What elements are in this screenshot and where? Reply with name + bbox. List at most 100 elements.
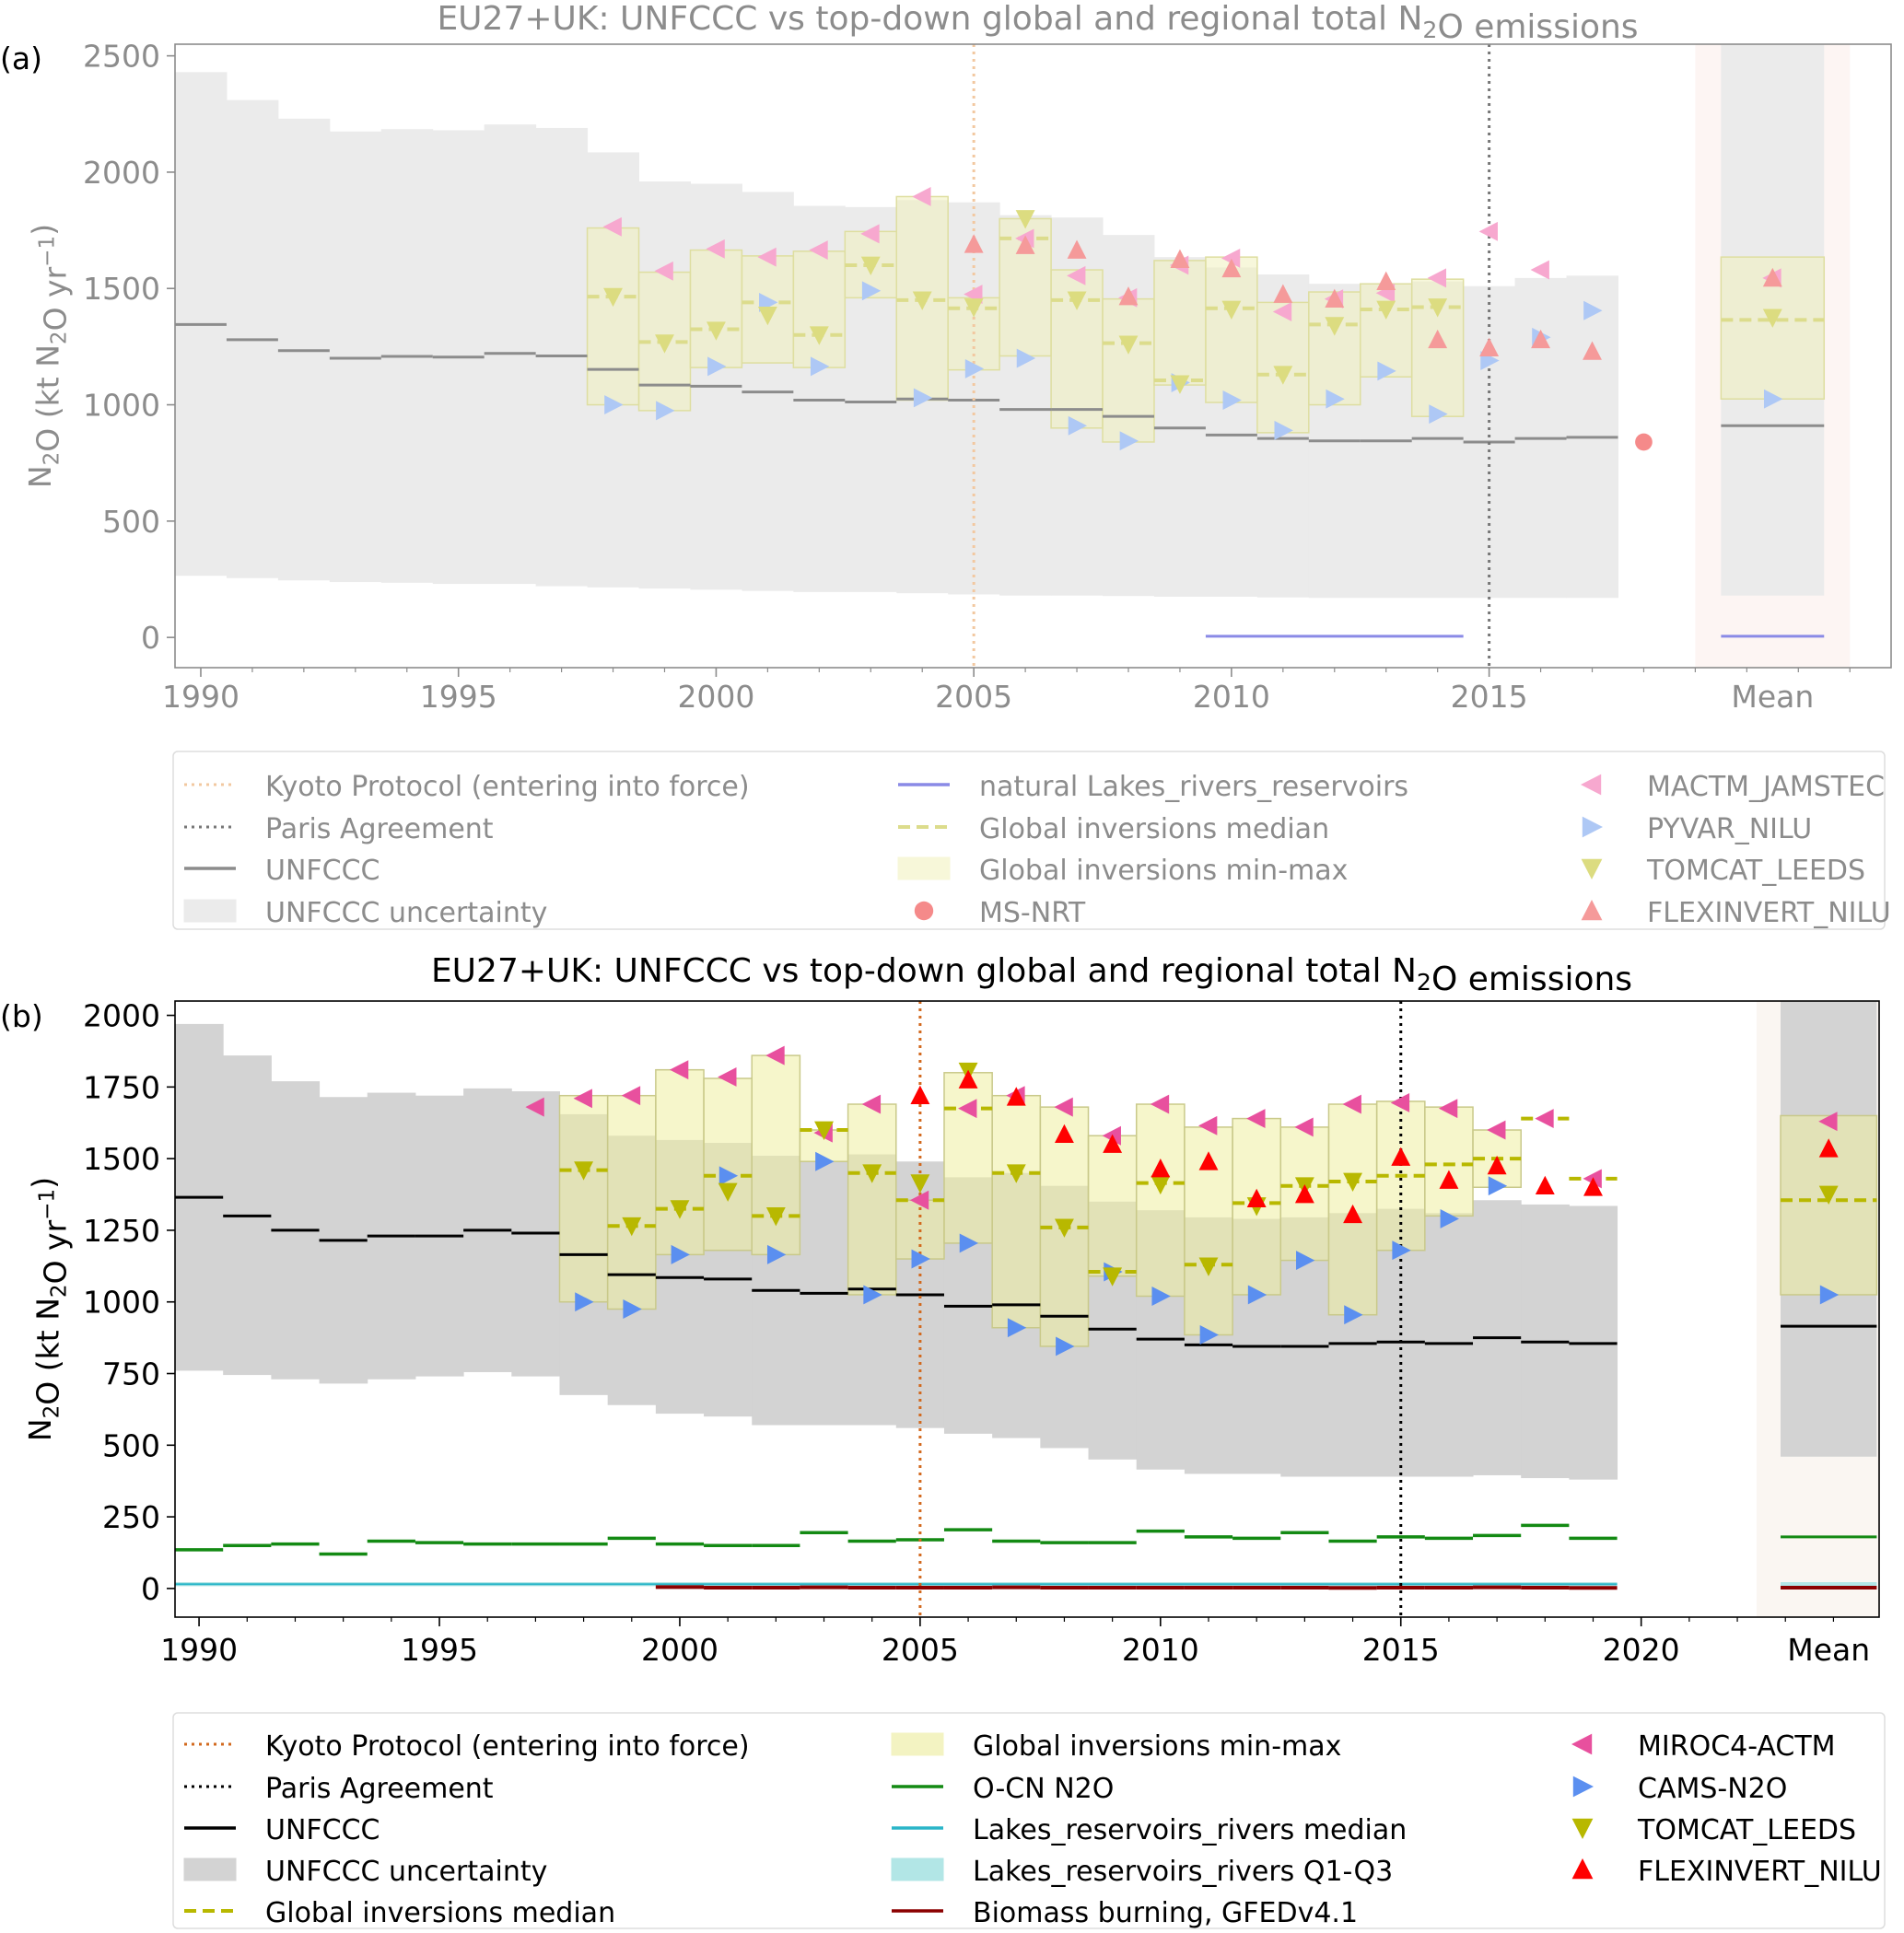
pyvar_nilu-marker bbox=[604, 395, 624, 414]
x-tick-label: 2020 bbox=[1603, 1632, 1680, 1668]
legend: Kyoto Protocol (entering into force) Pari… bbox=[172, 1712, 1886, 1929]
legend-item: TOMCAT_LEEDS bbox=[1571, 1814, 1856, 1846]
cams-n2o-marker bbox=[1488, 1176, 1508, 1196]
legend-handle bbox=[183, 899, 237, 923]
tomcat_leeds-marker bbox=[912, 291, 932, 310]
y-tick-label: 1000 bbox=[83, 1285, 160, 1321]
cams-n2o-marker bbox=[815, 1151, 835, 1171]
legend-item: MACTM_JAMSTEC bbox=[1581, 771, 1885, 803]
legend-label: Biomass burning, GFEDv4.1 bbox=[973, 1897, 1358, 1929]
pyvar_nilu-marker bbox=[913, 388, 933, 408]
panel-b: 0 250 500 750 1000 1250 1500 1750 2000 1990 1995 20… bbox=[0, 952, 1886, 1929]
pyvar_nilu-marker bbox=[656, 401, 675, 421]
legend-label: Kyoto Protocol (entering into force) bbox=[265, 1730, 750, 1763]
miroc4-actm-marker bbox=[573, 1089, 592, 1109]
legend-handle bbox=[1572, 1776, 1594, 1798]
inversions-minmax-box bbox=[689, 249, 743, 368]
mean-axis-label: Mean bbox=[1787, 1632, 1870, 1668]
miroc4-actm-marker bbox=[958, 1099, 977, 1119]
y-tick-label: 750 bbox=[102, 1357, 160, 1392]
pyvar_nilu-marker bbox=[1274, 420, 1293, 440]
flexinvert_nilu-marker bbox=[1294, 1184, 1314, 1204]
pyvar_nilu-marker bbox=[810, 356, 830, 377]
tomcat_leeds-marker bbox=[1221, 300, 1242, 320]
legend-label: Lakes_reservoirs_rivers median bbox=[973, 1814, 1407, 1846]
y-tick-label: 1250 bbox=[83, 1213, 160, 1249]
pyvar_nilu-marker bbox=[1119, 431, 1139, 451]
cams-n2o-marker bbox=[718, 1166, 739, 1186]
flexinvert_nilu-marker bbox=[1583, 341, 1602, 360]
flexinvert_nilu-marker bbox=[1103, 1134, 1123, 1153]
chart-title: EU27+UK: UNFCCC vs top-down global and r… bbox=[437, 0, 1638, 46]
x-tick-label: 1995 bbox=[401, 1632, 478, 1668]
flexinvert_nilu-marker bbox=[1118, 286, 1139, 306]
legend-handle bbox=[1582, 816, 1603, 838]
tomcat_leeds-marker bbox=[706, 321, 726, 341]
flexinvert_nilu-marker bbox=[1067, 239, 1087, 259]
flexinvert_nilu-marker bbox=[1428, 329, 1448, 349]
x-tick-label: 2015 bbox=[1362, 1632, 1440, 1668]
y-axis-label: N2O (kt N2O yr−1) bbox=[22, 1177, 74, 1441]
tomcat_leeds-marker bbox=[718, 1182, 738, 1202]
cams-n2o-marker bbox=[911, 1249, 930, 1269]
tomcat_leeds-marker bbox=[655, 334, 674, 354]
tomcat_leeds-mean-marker bbox=[1762, 309, 1782, 328]
legend-item: UNFCCC uncertainty bbox=[183, 1856, 547, 1888]
legend-item: MS-NRT bbox=[914, 897, 1086, 929]
cams-n2o-marker bbox=[1344, 1305, 1363, 1325]
tomcat_leeds-marker bbox=[1151, 1175, 1171, 1195]
mactm_jamstec-marker bbox=[1067, 265, 1086, 285]
mactm_jamstec-marker bbox=[912, 187, 931, 206]
legend-label: PYVAR_NILU bbox=[1647, 813, 1812, 845]
inversions-minmax-box bbox=[586, 227, 640, 406]
y-tick-label: 250 bbox=[102, 1499, 160, 1535]
cams-n2o-marker bbox=[1247, 1285, 1267, 1305]
legend-label: UNFCCC bbox=[265, 1814, 380, 1846]
legend-label: O-CN N2O bbox=[973, 1773, 1114, 1805]
pyvar_nilu-marker bbox=[1583, 300, 1603, 320]
cams-n2o-marker bbox=[623, 1299, 642, 1319]
tomcat_leeds-marker bbox=[862, 1164, 882, 1183]
cams-n2o-marker bbox=[863, 1285, 882, 1305]
legend-item: CAMS-N2O bbox=[1572, 1773, 1787, 1805]
legend-frame bbox=[172, 1712, 1886, 1929]
x-tick-label: 2000 bbox=[677, 679, 754, 715]
pyvar_nilu-mean-marker bbox=[1763, 389, 1783, 409]
legend-item: Lakes_reservoirs_rivers Q1-Q3 bbox=[891, 1856, 1393, 1888]
cams-n2o-marker bbox=[671, 1244, 690, 1264]
tomcat_leeds-marker bbox=[1325, 317, 1345, 336]
miroc4-actm-marker bbox=[1535, 1109, 1554, 1129]
miroc4-actm-marker bbox=[909, 1190, 929, 1210]
mactm_jamstec-marker bbox=[757, 247, 777, 267]
inversions-minmax-box bbox=[1424, 1106, 1474, 1217]
mactm_jamstec-marker bbox=[1427, 268, 1447, 288]
legend-item: natural Lakes_rivers_reservoirs bbox=[898, 771, 1408, 803]
x-tick-label: 2010 bbox=[1193, 679, 1270, 715]
x-tick-label: 1995 bbox=[420, 679, 497, 715]
legend-item: FLEXINVERT_NILU bbox=[1571, 1856, 1882, 1888]
tomcat_leeds-marker bbox=[814, 1121, 834, 1141]
legend-handle bbox=[914, 901, 934, 921]
tomcat_leeds-marker bbox=[1006, 1164, 1026, 1183]
legend-handle bbox=[1571, 1858, 1594, 1880]
miroc4-actm-marker bbox=[765, 1045, 785, 1065]
cams-n2o-marker bbox=[1199, 1325, 1220, 1345]
flexinvert_nilu-marker bbox=[1221, 258, 1242, 278]
legend-item: Paris Agreement bbox=[184, 1773, 494, 1805]
flexinvert_nilu-marker bbox=[1246, 1188, 1267, 1208]
legend-item: O-CN N2O bbox=[892, 1773, 1114, 1805]
mactm_jamstec-marker bbox=[706, 239, 725, 259]
legend-label: TOMCAT_LEEDS bbox=[1637, 1814, 1856, 1846]
flexinvert_nilu-marker bbox=[1439, 1170, 1459, 1189]
flexinvert_nilu-marker bbox=[1015, 235, 1035, 254]
mactm_jamstec-marker bbox=[602, 216, 622, 237]
flexinvert_nilu-marker bbox=[1583, 1177, 1603, 1196]
pyvar_nilu-marker bbox=[1377, 361, 1396, 381]
pyvar_nilu-marker bbox=[1326, 389, 1345, 409]
y-tick-label: 1750 bbox=[83, 1069, 160, 1105]
cams-n2o-marker bbox=[1007, 1318, 1027, 1338]
cams-n2o-mean-marker bbox=[1819, 1285, 1840, 1305]
cams-n2o-marker bbox=[1151, 1287, 1171, 1306]
mactm_jamstec-marker bbox=[809, 240, 828, 261]
